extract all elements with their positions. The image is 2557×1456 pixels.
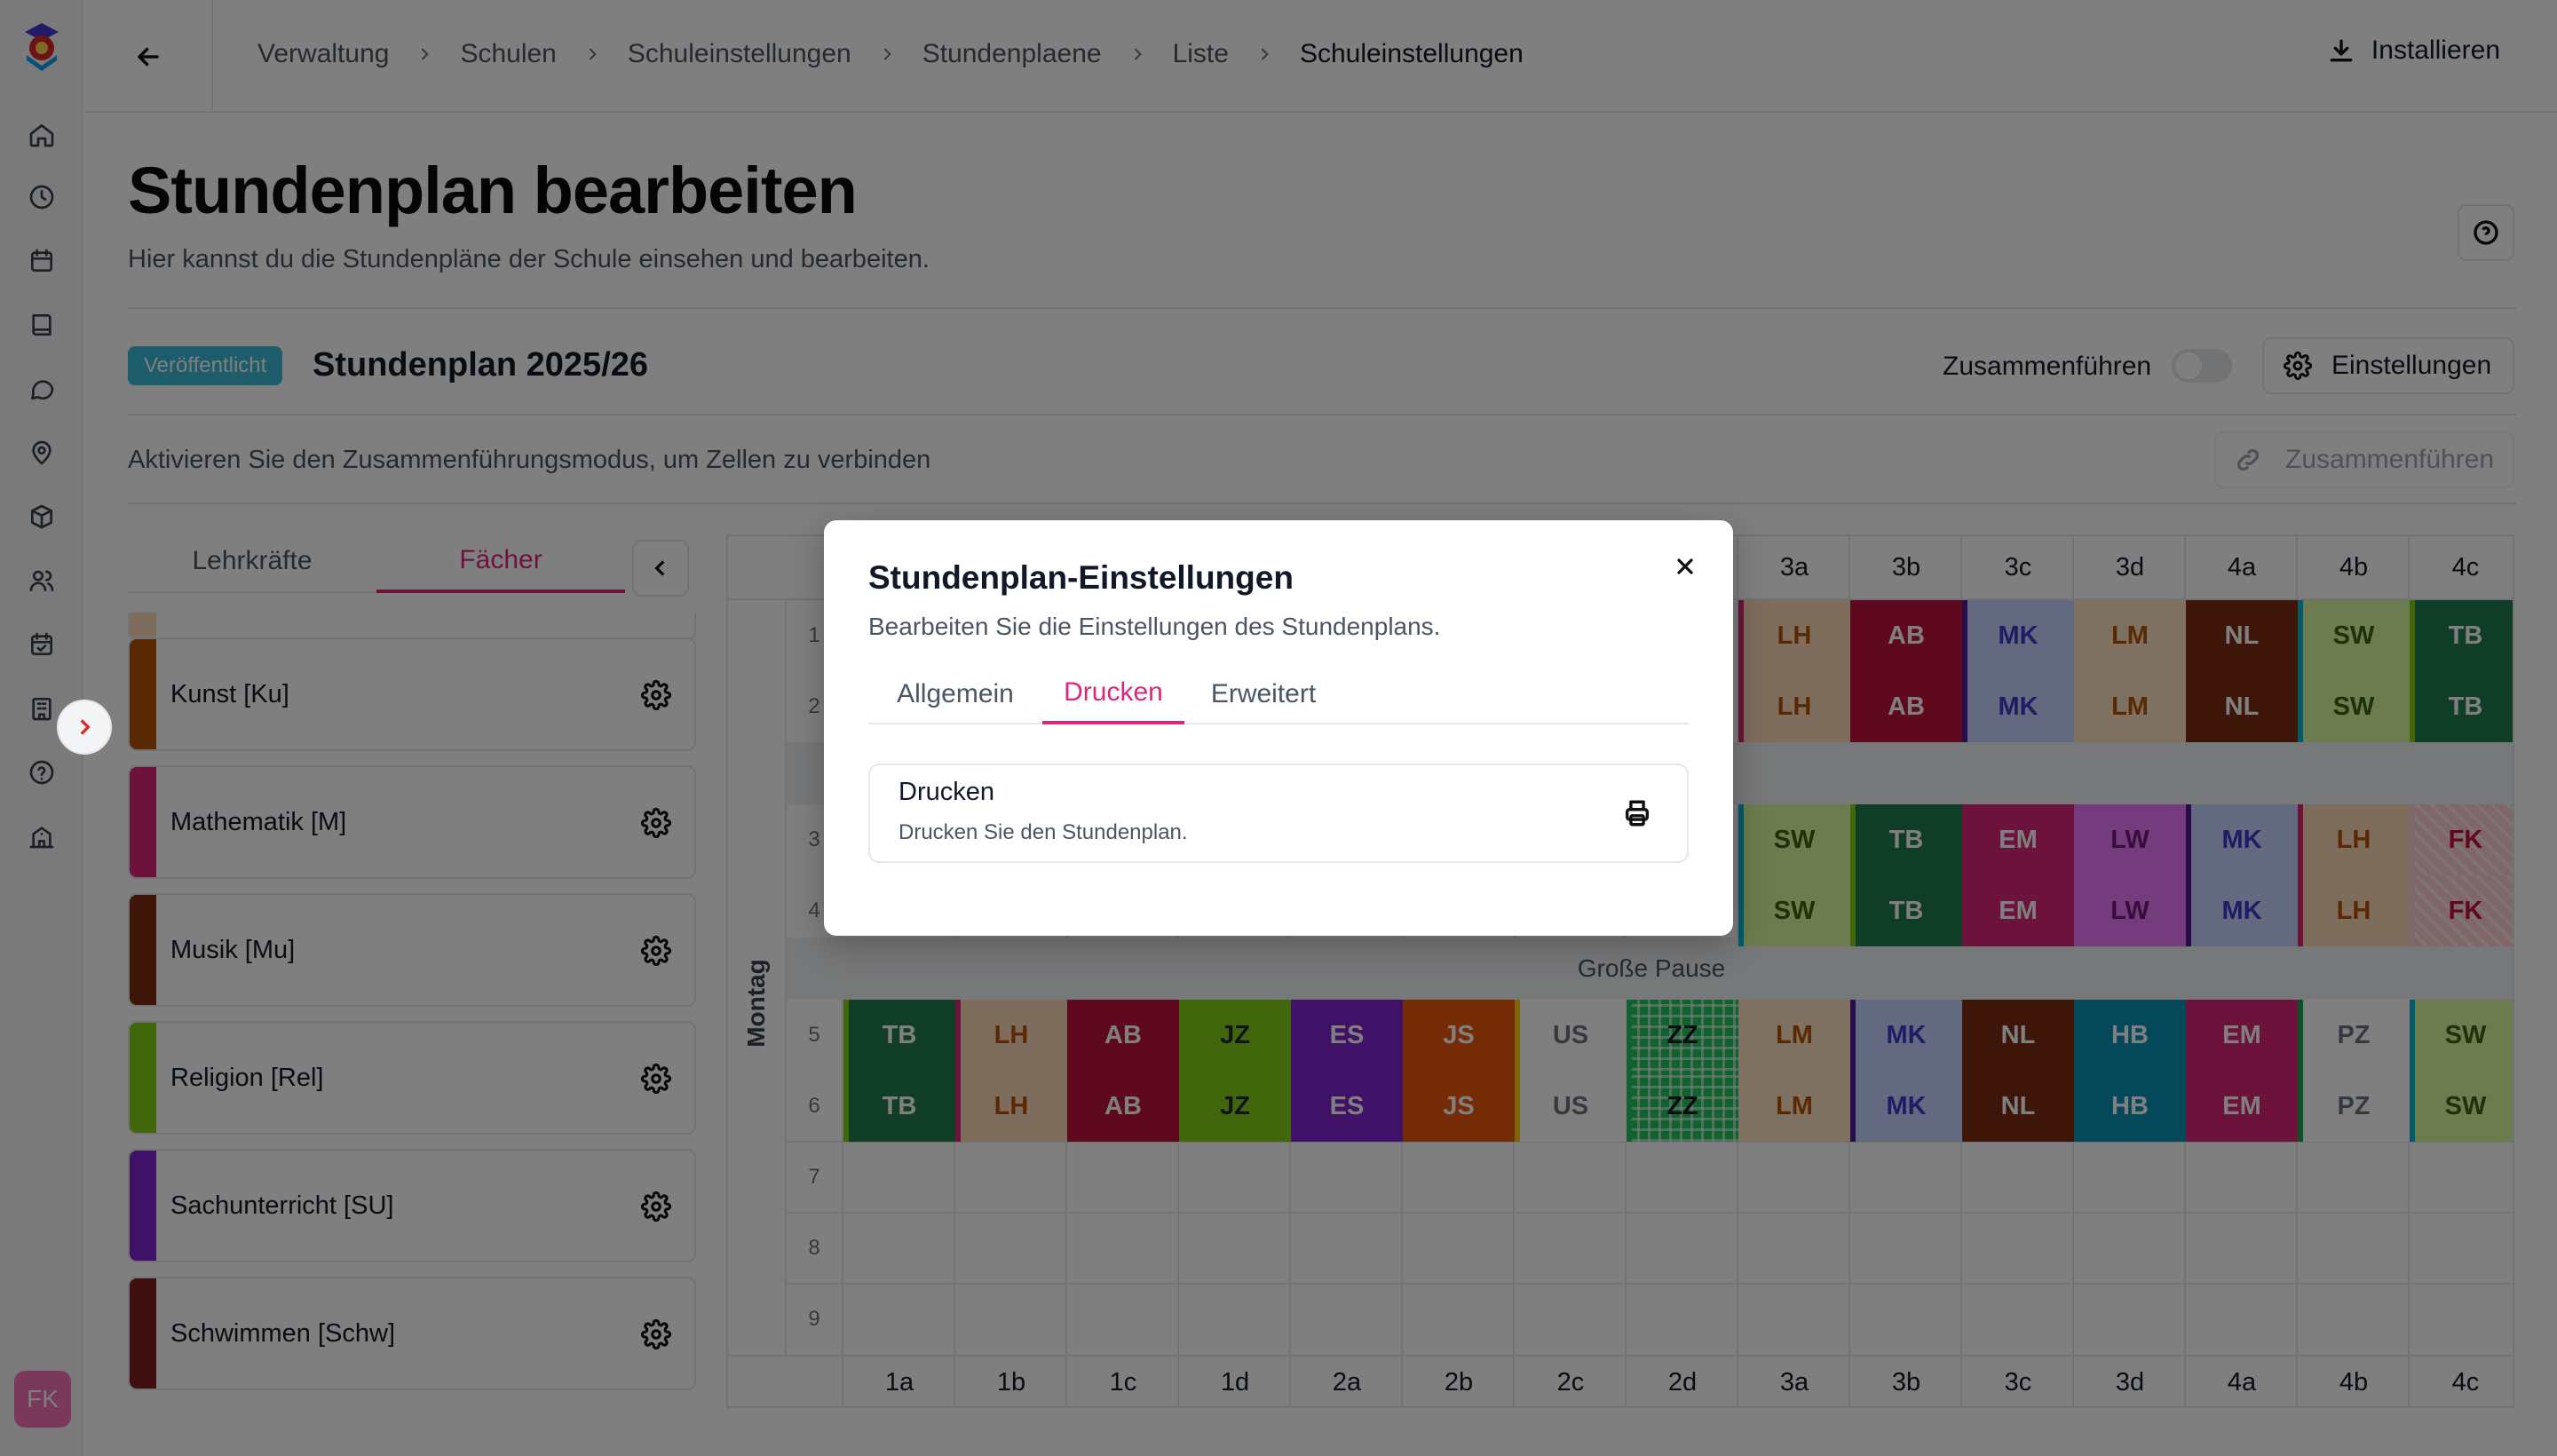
dialog-description: Bearbeiten Sie die Einstellungen des Stu… xyxy=(868,613,1441,640)
chevron-right-icon xyxy=(80,719,91,735)
print-card-description: Drucken Sie den Stundenplan. xyxy=(899,820,1188,844)
close-icon xyxy=(1677,558,1693,574)
dialog-tabs: Allgemein Drucken Erweitert xyxy=(868,664,1689,724)
print-card: Drucken Drucken Sie den Stundenplan. xyxy=(868,764,1689,863)
printer-icon xyxy=(1625,800,1650,827)
print-card-title: Drucken xyxy=(899,778,994,806)
close-button[interactable] xyxy=(1667,549,1703,584)
print-button[interactable] xyxy=(1619,795,1655,831)
dialog-title: Stundenplan-Einstellungen xyxy=(868,559,1294,596)
sidebar-expand-button[interactable] xyxy=(57,700,112,755)
settings-dialog: Stundenplan-Einstellungen Bearbeiten Sie… xyxy=(824,520,1733,936)
tab-general[interactable]: Allgemein xyxy=(897,679,1014,708)
tab-advanced[interactable]: Erweitert xyxy=(1210,679,1317,708)
tab-print[interactable]: Drucken xyxy=(1042,664,1184,724)
